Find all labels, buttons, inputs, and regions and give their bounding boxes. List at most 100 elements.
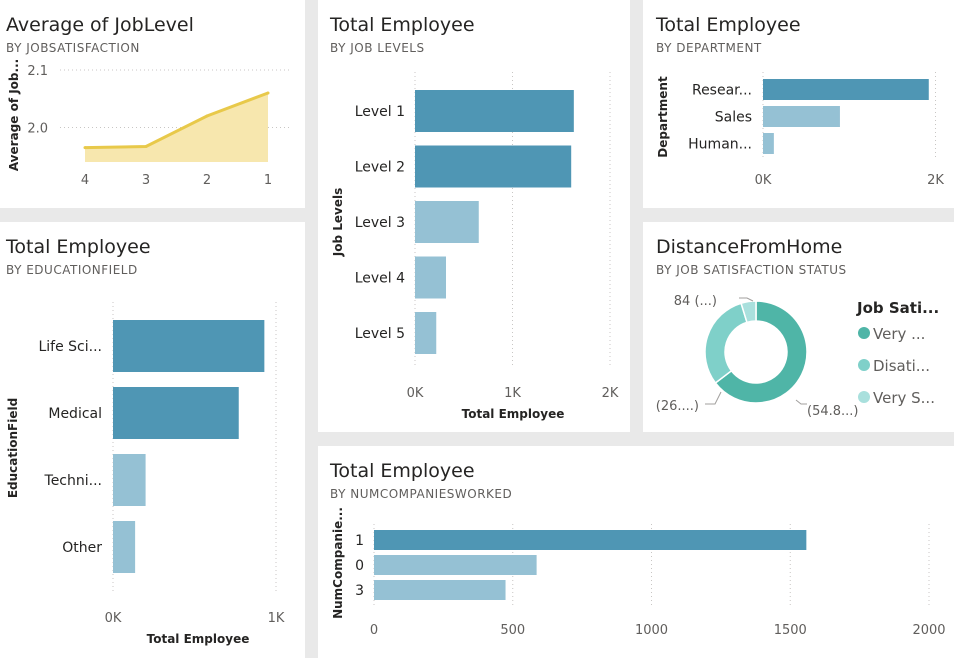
- x-tick-label: 4: [81, 173, 89, 188]
- x-tick-label: 1500: [774, 623, 807, 638]
- leader-line: [795, 399, 807, 405]
- bar[interactable]: [415, 145, 572, 188]
- joblevels-subtitle: BY JOB LEVELS: [330, 41, 425, 55]
- distance-chart[interactable]: (54.8...) (26....) 84 (...) Job Sati... Very…: [643, 222, 954, 432]
- x-tick-label: 2: [203, 173, 211, 188]
- card-educationfield: Total Employee BY EDUCATIONFIELD 0K 1K Lif…: [0, 222, 305, 658]
- card-joblevel: Average of JobLevel BY JOBSATISFACTION 2…: [0, 0, 305, 208]
- category-label: Other: [62, 540, 102, 556]
- x-tick-label: 1000: [635, 623, 668, 638]
- category-label: Medical: [48, 406, 102, 422]
- department-chart[interactable]: 0K 2K Resear... Sales Human... Department: [643, 0, 954, 208]
- bar[interactable]: [113, 521, 136, 573]
- numcompanies-subtitle: BY NUMCOMPANIESWORKED: [330, 487, 513, 501]
- category-label: 3: [355, 583, 364, 599]
- x-tick-label: 0K: [105, 611, 122, 626]
- data-label: (26....): [656, 399, 699, 414]
- y-axis-title: Department: [656, 76, 670, 158]
- category-label: Level 3: [355, 215, 405, 231]
- legend-marker[interactable]: [858, 327, 870, 339]
- donut-slice[interactable]: [740, 300, 757, 324]
- y-axis-title: EducationField: [6, 398, 20, 498]
- legend-title: Job Sati...: [856, 299, 939, 317]
- joblevel-chart[interactable]: 2.1 2.0 4 3 2 1 Average of Job...: [0, 0, 305, 208]
- department-title: Total Employee: [656, 14, 801, 36]
- legend-entry[interactable]: Very S...: [873, 389, 935, 407]
- y-tick-label: 2.1: [27, 64, 48, 79]
- x-tick-label: 2K: [927, 173, 944, 188]
- leader-line: [705, 391, 722, 405]
- legend-marker[interactable]: [858, 359, 870, 371]
- category-label: Human...: [688, 137, 752, 153]
- bar[interactable]: [415, 201, 479, 243]
- x-tick-label: 500: [500, 623, 525, 638]
- data-point[interactable]: [266, 91, 270, 95]
- category-label: Level 5: [355, 326, 405, 342]
- educationfield-chart[interactable]: 0K 1K Life Sci... Medical Techni... Other Educ…: [0, 222, 305, 658]
- y-tick-label: 2.0: [27, 122, 48, 137]
- bar[interactable]: [113, 454, 146, 506]
- card-numcompanies: Total Employee BY NUMCOMPANIESWORKED 0 50…: [318, 446, 954, 658]
- leader-line: [739, 297, 754, 302]
- x-tick-label: 2000: [912, 623, 945, 638]
- joblevel-title: Average of JobLevel: [6, 14, 194, 36]
- bar[interactable]: [415, 90, 574, 132]
- data-label: 84 (...): [674, 294, 717, 309]
- donut-slice[interactable]: [704, 302, 748, 384]
- x-tick-label: 0K: [407, 386, 424, 401]
- bar[interactable]: [763, 133, 774, 154]
- joblevel-subtitle: BY JOBSATISFACTION: [6, 41, 140, 55]
- distance-title: DistanceFromHome: [656, 236, 843, 258]
- data-label: (54.8...): [807, 404, 859, 419]
- distance-subtitle: BY JOB SATISFACTION STATUS: [656, 263, 847, 277]
- card-department: Total Employee BY DEPARTMENT 0K 2K Resear.…: [643, 0, 954, 208]
- x-tick-label: 2K: [602, 386, 619, 401]
- card-distance: DistanceFromHome BY JOB SATISFACTION STA…: [643, 222, 954, 432]
- x-tick-label: 0K: [755, 173, 772, 188]
- category-label: Techni...: [44, 473, 102, 489]
- category-label: Life Sci...: [38, 339, 102, 355]
- legend-entry[interactable]: Disati...: [873, 357, 930, 375]
- bar[interactable]: [415, 256, 447, 299]
- x-tick-label: 1K: [268, 611, 285, 626]
- numcompanies-chart[interactable]: 0 500 1000 1500 2000 1 0 3 NumCompanie...: [318, 446, 954, 658]
- bar[interactable]: [415, 312, 437, 354]
- educationfield-title: Total Employee: [6, 236, 151, 258]
- bar[interactable]: [374, 580, 506, 600]
- category-label: Level 1: [355, 104, 405, 120]
- bar[interactable]: [374, 530, 807, 550]
- category-label: 1: [355, 533, 364, 549]
- data-point[interactable]: [83, 146, 87, 150]
- category-label: Sales: [715, 110, 752, 126]
- category-label: 0: [355, 558, 364, 574]
- legend-entry[interactable]: Very ...: [873, 325, 925, 343]
- data-point[interactable]: [205, 114, 209, 118]
- x-tick-label: 0: [370, 623, 378, 638]
- y-axis-title: NumCompanie...: [331, 507, 345, 619]
- x-tick-label: 1: [264, 173, 272, 188]
- educationfield-subtitle: BY EDUCATIONFIELD: [6, 263, 138, 277]
- bar[interactable]: [763, 106, 840, 127]
- bar[interactable]: [763, 79, 929, 100]
- category-label: Level 2: [355, 160, 405, 176]
- data-point[interactable]: [144, 144, 148, 148]
- category-label: Resear...: [692, 83, 752, 99]
- y-axis-title: Job Levels: [331, 188, 345, 257]
- category-label: Level 4: [355, 271, 405, 287]
- x-tick-label: 1K: [504, 386, 521, 401]
- donut-slice[interactable]: [714, 300, 808, 404]
- legend-marker[interactable]: [858, 391, 870, 403]
- x-axis-title: Total Employee: [147, 632, 250, 646]
- x-axis-title: Total Employee: [462, 407, 565, 421]
- series-line[interactable]: [84, 91, 269, 150]
- bar[interactable]: [374, 555, 537, 575]
- joblevels-chart[interactable]: 0K 1K 2K Level 1 Level 2 Level 3 Level 4 Level …: [318, 0, 630, 432]
- bar[interactable]: [113, 387, 239, 439]
- bar[interactable]: [113, 320, 265, 372]
- card-joblevels: Total Employee BY JOB LEVELS 0K 1K 2K Level…: [318, 0, 630, 432]
- department-subtitle: BY DEPARTMENT: [656, 41, 762, 55]
- joblevels-title: Total Employee: [330, 14, 475, 36]
- y-axis-title: Average of Job...: [7, 59, 21, 171]
- x-tick-label: 3: [142, 173, 150, 188]
- numcompanies-title: Total Employee: [330, 460, 475, 482]
